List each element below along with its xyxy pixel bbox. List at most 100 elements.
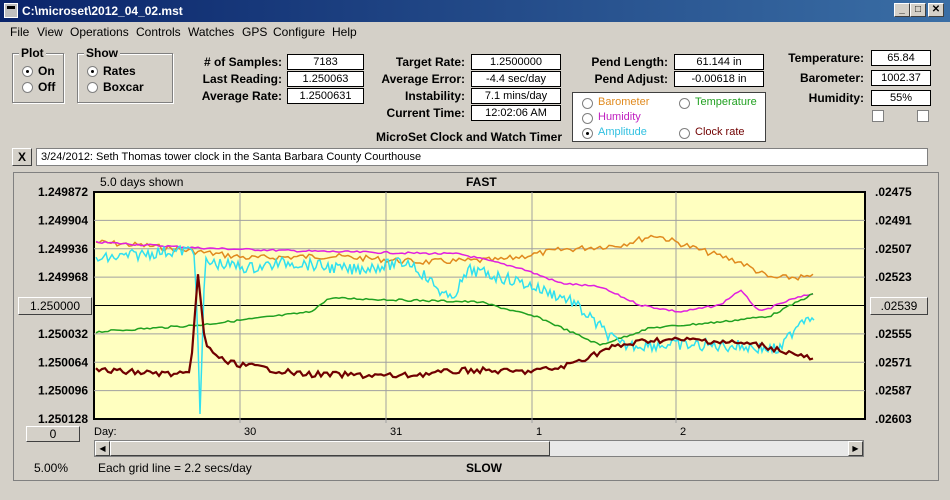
- x-tick-label: 1: [536, 426, 542, 438]
- temperature-field: 65.84: [871, 50, 931, 66]
- menu-controls[interactable]: Controls: [136, 25, 181, 39]
- y-left-tick: 1.250128: [38, 412, 88, 426]
- y-right-tick: .02571: [875, 355, 912, 369]
- plot-group: Plot On Off: [12, 46, 64, 103]
- left-checkbox[interactable]: [872, 110, 884, 122]
- menu-help[interactable]: Help: [332, 25, 357, 39]
- humidity-reading-label: Humidity:: [808, 91, 864, 105]
- amplitude-label: Amplitude: [598, 126, 647, 138]
- humidity-label: Humidity: [598, 111, 641, 123]
- plot-off-radio[interactable]: [22, 82, 33, 93]
- temperature-label: Temperature: [695, 96, 757, 108]
- show-group: Show Rates Boxcar: [77, 46, 173, 103]
- y-right-tick: .02475: [875, 185, 912, 199]
- target-rate-label: Target Rate:: [395, 55, 465, 69]
- y-right-tick: .02603: [875, 412, 912, 426]
- right-checkbox[interactable]: [917, 110, 929, 122]
- target-rate-field[interactable]: 1.2500000: [471, 54, 561, 70]
- temperature-radio[interactable]: [679, 98, 690, 109]
- x-tick-label: 31: [390, 426, 402, 438]
- chart-frame: [13, 172, 939, 481]
- average-error-field: -4.4 sec/day: [471, 71, 561, 87]
- last-reading-field: 1.250063: [287, 71, 364, 87]
- instability-field: 7.1 mins/day: [471, 88, 561, 104]
- show-group-title: Show: [84, 46, 120, 60]
- barometer-reading-label: Barometer:: [799, 71, 864, 85]
- barometer-radio[interactable]: [582, 98, 593, 109]
- plot-on-radio[interactable]: [22, 66, 33, 77]
- temperature-reading-label: Temperature:: [788, 51, 864, 65]
- series-line-humidity: [95, 240, 814, 313]
- show-boxcar-radio[interactable]: [87, 82, 98, 93]
- close-window-button[interactable]: ✕: [928, 3, 944, 17]
- y-left-tick: 1.250096: [38, 384, 88, 398]
- app-icon: [4, 3, 18, 18]
- right-scale-button[interactable]: .02539: [870, 297, 928, 315]
- scroll-right-button[interactable]: ▶: [848, 441, 863, 456]
- pend-length-field[interactable]: 61.144 in: [674, 54, 764, 70]
- plot-group-title: Plot: [19, 46, 46, 60]
- y-left-tick: 1.250064: [38, 355, 88, 369]
- y-left-tick: 1.250032: [38, 327, 88, 341]
- menu-gps[interactable]: GPS: [242, 25, 268, 39]
- series-line-barometer: [95, 234, 814, 281]
- average-error-label: Average Error:: [381, 72, 465, 86]
- fast-label: FAST: [466, 175, 497, 189]
- x-tick-label: 2: [680, 426, 686, 438]
- samples-field: 7183: [287, 54, 364, 70]
- instability-label: Instability:: [404, 89, 465, 103]
- series-line-clock-rate: [95, 274, 814, 380]
- menu-operations[interactable]: Operations: [70, 25, 129, 39]
- clock-rate-label: Clock rate: [695, 126, 745, 138]
- last-reading-label: Last Reading:: [202, 72, 282, 86]
- menu-watches[interactable]: Watches: [188, 25, 235, 39]
- y-left-tick: 1.249968: [38, 270, 88, 284]
- amplitude-radio[interactable]: [582, 128, 593, 139]
- show-rates-label: Rates: [103, 64, 136, 78]
- y-right-tick: .02491: [875, 213, 912, 227]
- average-rate-label: Average Rate:: [201, 89, 282, 103]
- y-right-tick: .02507: [875, 242, 912, 256]
- maximize-button[interactable]: □: [910, 3, 926, 17]
- scroll-thumb[interactable]: [110, 441, 550, 456]
- x-tick-label: 30: [244, 426, 256, 438]
- menu-view[interactable]: View: [37, 25, 63, 39]
- y-left-tick: 1.249904: [38, 213, 88, 227]
- app-caption: MicroSet Clock and Watch Timer: [375, 130, 562, 144]
- show-boxcar-label: Boxcar: [103, 80, 144, 94]
- zero-button[interactable]: 0: [26, 426, 80, 442]
- left-scale-button[interactable]: 1.250000: [18, 297, 92, 315]
- days-shown-text: 5.0 days shown: [100, 175, 184, 189]
- y-right-tick: .02587: [875, 384, 912, 398]
- samples-label: # of Samples:: [203, 55, 282, 69]
- menu-bar: File View Operations Controls Watches GP…: [0, 22, 950, 41]
- title-bar: C:\microset\2012_04_02.mst _ □ ✕: [0, 0, 950, 22]
- slow-label: SLOW: [466, 461, 502, 475]
- scroll-left-button[interactable]: ◀: [95, 441, 110, 456]
- menu-file[interactable]: File: [10, 25, 30, 39]
- window-title: C:\microset\2012_04_02.mst: [22, 4, 183, 18]
- minimize-button[interactable]: _: [894, 3, 910, 17]
- x-axis-label: Day:: [94, 426, 117, 438]
- current-time-field: 12:02:06 AM: [471, 105, 561, 121]
- barometer-field: 1002.37: [871, 70, 931, 86]
- average-rate-field: 1.2500631: [287, 88, 364, 104]
- y-right-tick: .02555: [875, 327, 912, 341]
- series-line-temperature: [95, 292, 814, 346]
- chart-scrollbar[interactable]: ◀ ▶: [94, 440, 864, 457]
- show-rates-radio[interactable]: [87, 66, 98, 77]
- y-right-tick: .02523: [875, 270, 912, 284]
- clear-notes-button[interactable]: X: [12, 148, 32, 166]
- percent-text: 5.00%: [34, 461, 69, 475]
- menu-configure[interactable]: Configure: [273, 25, 326, 39]
- plot-off-label: Off: [38, 80, 56, 94]
- current-time-label: Current Time:: [386, 106, 465, 120]
- pend-adjust-label: Pend Adjust:: [594, 72, 668, 86]
- clock-rate-radio[interactable]: [679, 128, 690, 139]
- pend-length-label: Pend Length:: [591, 55, 668, 69]
- plot-on-label: On: [38, 64, 55, 78]
- series-select-box: Barometer Temperature Humidity Amplitude…: [572, 92, 766, 142]
- humidity-radio[interactable]: [582, 113, 593, 124]
- notes-field[interactable]: 3/24/2012: Seth Thomas tower clock in th…: [36, 148, 928, 166]
